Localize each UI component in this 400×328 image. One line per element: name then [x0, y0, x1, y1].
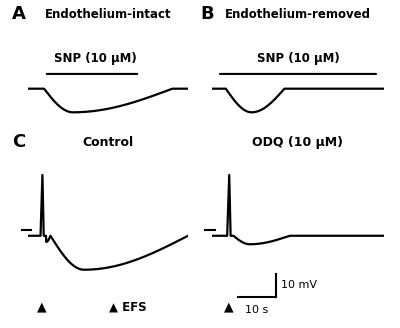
- Text: Endothelium-intact: Endothelium-intact: [45, 8, 171, 21]
- Text: A: A: [12, 5, 26, 23]
- Text: SNP (10 μM): SNP (10 μM): [257, 52, 339, 65]
- Text: Control: Control: [82, 136, 134, 149]
- Text: ODQ (10 μM): ODQ (10 μM): [252, 136, 344, 149]
- Text: ▲: ▲: [224, 300, 234, 314]
- Text: SNP (10 μM): SNP (10 μM): [54, 52, 136, 65]
- Text: Endothelium-removed: Endothelium-removed: [225, 8, 371, 21]
- Text: C: C: [12, 133, 25, 151]
- Text: B: B: [200, 5, 214, 23]
- Text: 10 s: 10 s: [245, 305, 269, 315]
- Text: 10 mV: 10 mV: [281, 280, 317, 290]
- Text: ▲: ▲: [37, 300, 46, 314]
- Text: ▲ EFS: ▲ EFS: [109, 300, 147, 313]
